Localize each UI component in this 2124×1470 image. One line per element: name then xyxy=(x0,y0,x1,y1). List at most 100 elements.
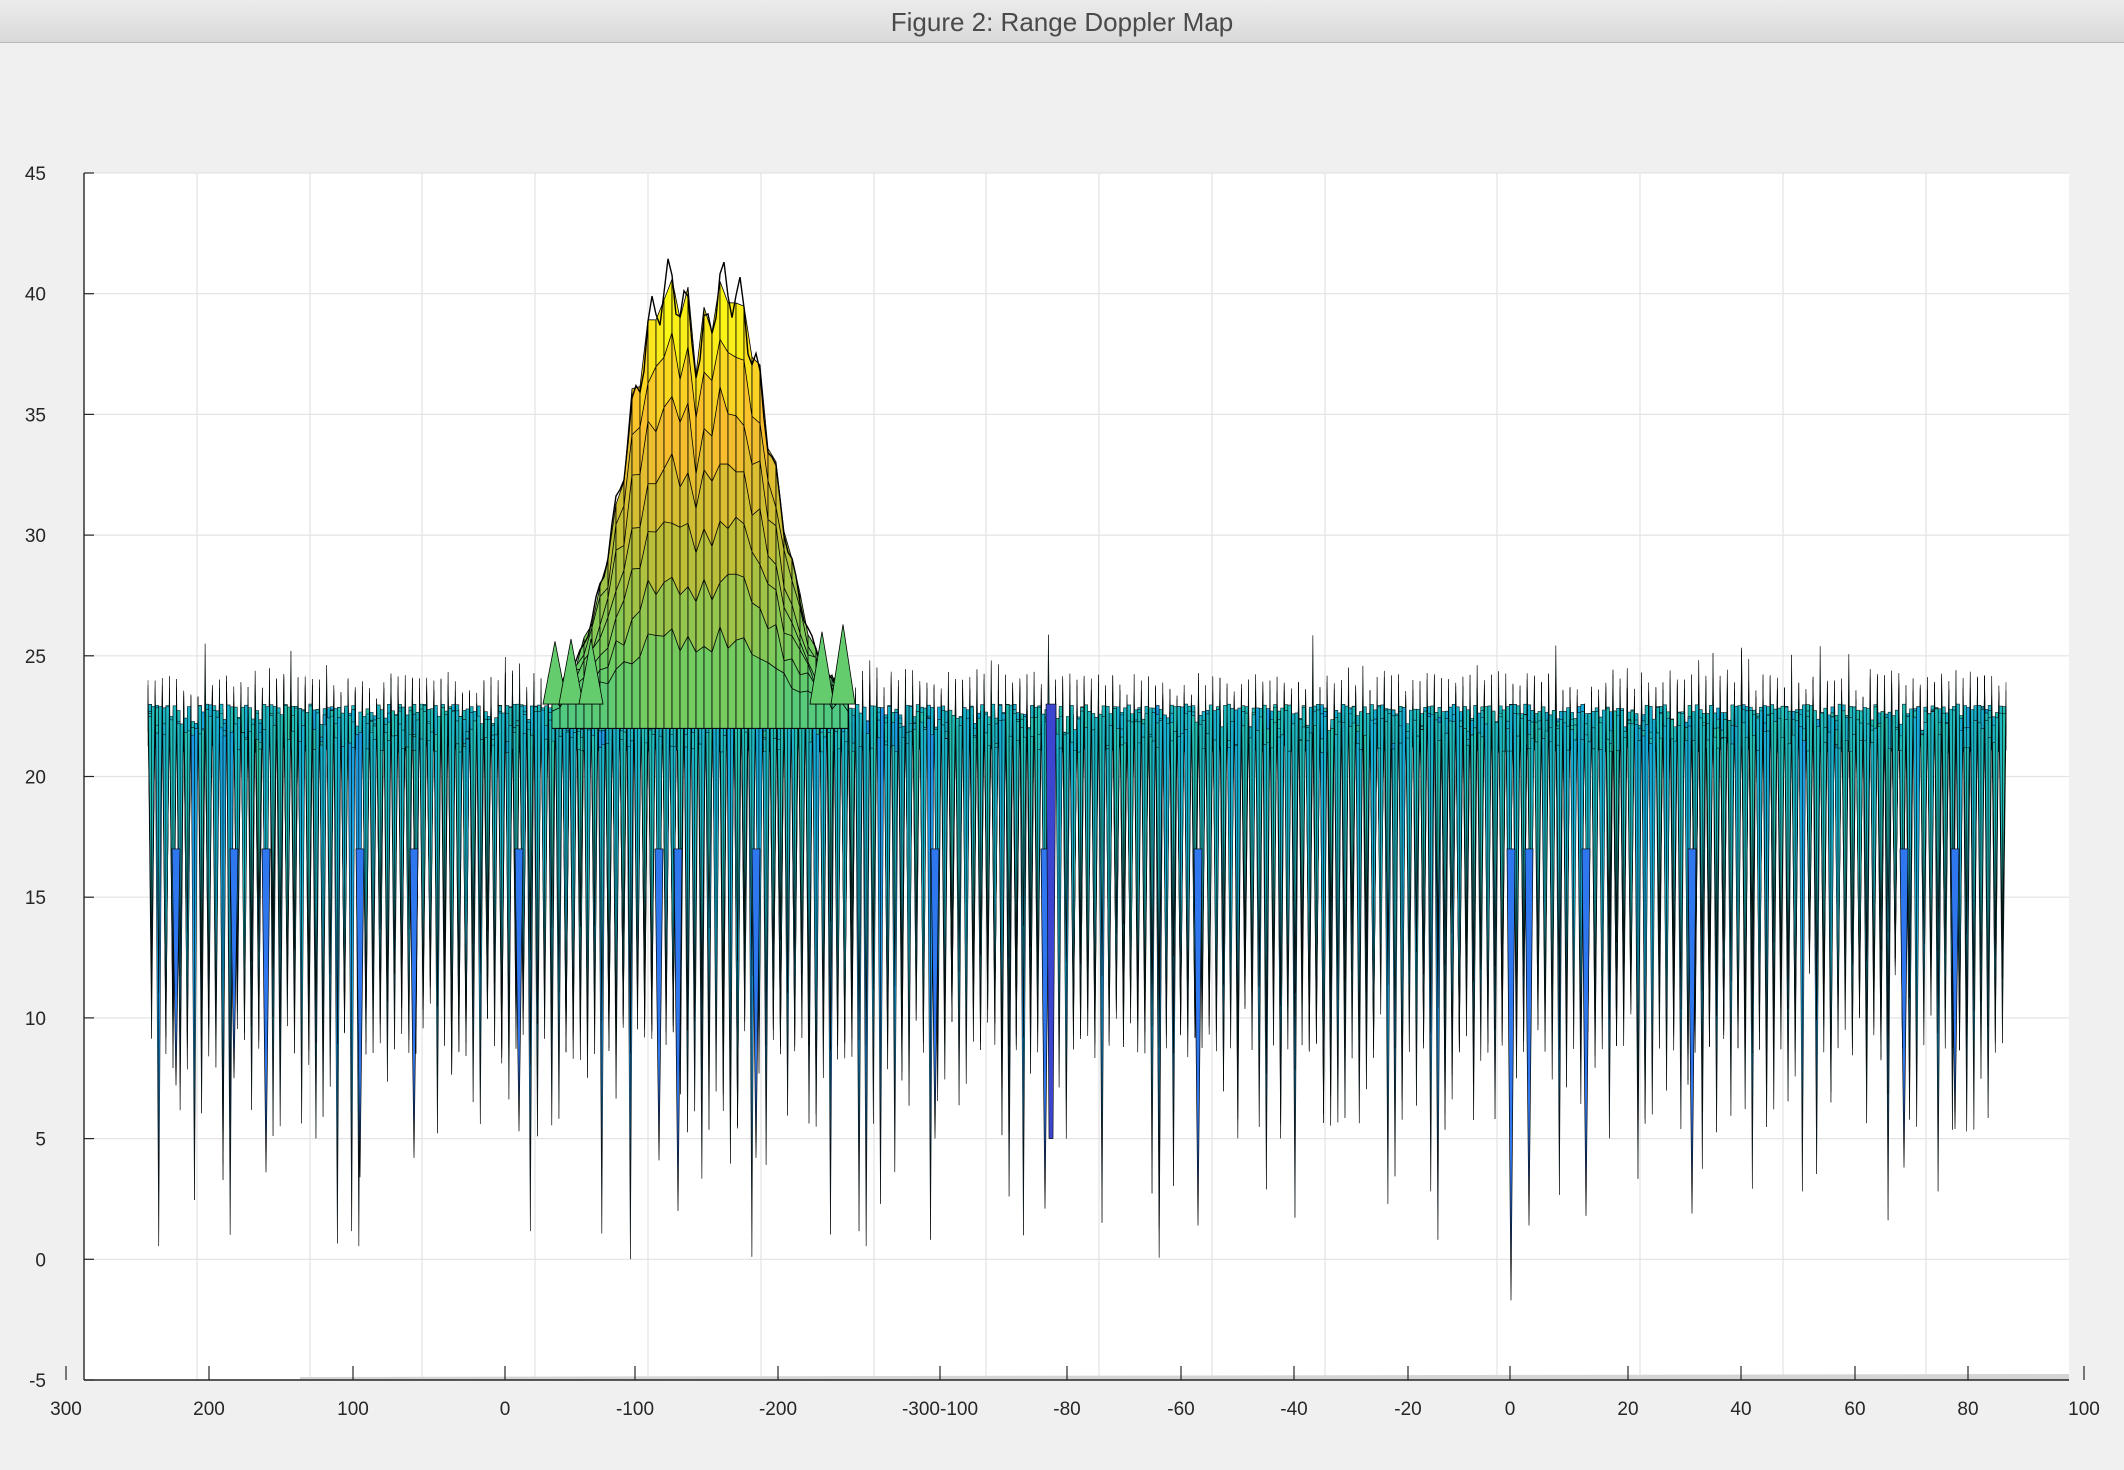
surface-streak xyxy=(1045,703,1057,1139)
z-tick-label: 35 xyxy=(25,405,46,426)
surface-facet xyxy=(1634,696,1639,1121)
surface-facet xyxy=(1934,694,1939,951)
surface-facet xyxy=(1005,674,1010,957)
surface-facet xyxy=(1798,682,1803,1192)
surface-facet xyxy=(955,695,960,972)
surface-facet xyxy=(1944,681,1950,954)
surface-facet xyxy=(651,689,656,1002)
surface-facet xyxy=(1437,698,1442,943)
surface-facet xyxy=(1969,671,1975,1011)
surface-facet xyxy=(365,692,370,1009)
surface-mesh xyxy=(147,258,2069,1380)
peak-facet xyxy=(799,690,809,729)
surface-facet xyxy=(1434,675,1439,943)
deep-spike xyxy=(409,848,419,1158)
peak-side-bump xyxy=(542,641,568,705)
surface-facet xyxy=(1669,670,1675,970)
surface-facet xyxy=(201,643,206,973)
surface-facet xyxy=(1308,635,1314,1020)
surface-facet xyxy=(1937,676,1942,951)
surface-facet xyxy=(1444,703,1449,965)
bottom-tick-labels: 300 200 100 0 -100 -200 -300-100 -80 -60 -40 -20 0 2… xyxy=(50,1399,2100,1420)
z-tick-label: 45 xyxy=(25,164,46,185)
surface-facet xyxy=(908,670,913,1106)
surface-facet xyxy=(454,681,460,994)
surface-facet xyxy=(1491,674,1496,967)
peak-facet xyxy=(735,637,745,729)
surface-facet xyxy=(808,698,813,1022)
surface-facet xyxy=(1716,675,1721,979)
deep-spike xyxy=(1506,848,1516,1301)
surface-facet xyxy=(580,679,585,926)
figure-area: -5 0 5 10 15 20 25 30 35 40 45 300 200 100 0 -100 -200-… xyxy=(0,43,2124,1470)
surface-facet xyxy=(1498,697,1503,991)
surface-base-edge xyxy=(300,1374,2069,1380)
surface-facet xyxy=(837,684,842,1046)
surface-facet xyxy=(237,694,242,972)
surface-facet xyxy=(855,694,860,1040)
surface-facet xyxy=(401,675,406,993)
surface-facet xyxy=(940,693,946,1026)
window-titlebar: Figure 2: Range Doppler Map xyxy=(0,0,2124,43)
surface-facet xyxy=(276,679,281,949)
surface-facet xyxy=(1741,674,1746,1028)
surface-facet xyxy=(1623,688,1628,965)
bottom-tick-label: 0 xyxy=(1505,1399,1516,1420)
surface-facet xyxy=(1727,669,1732,981)
peak-facet xyxy=(775,667,785,729)
surface-facet xyxy=(522,691,528,1019)
surface-facet xyxy=(1037,702,1042,982)
surface-facet xyxy=(444,672,449,959)
surface-facet xyxy=(222,675,227,1164)
surface-facet xyxy=(1012,690,1017,968)
bottom-tick-label: 100 xyxy=(2068,1399,2100,1420)
peak-facet xyxy=(759,658,769,729)
bottom-tick-label: 40 xyxy=(1730,1399,1751,1420)
deep-spike xyxy=(261,848,271,1173)
surface-facet xyxy=(962,679,967,1084)
surface-facet xyxy=(272,679,277,933)
peak-facet xyxy=(695,645,705,729)
deep-spike xyxy=(1524,848,1534,1226)
surface-facet xyxy=(958,679,963,972)
surface-facet xyxy=(898,680,903,995)
deep-spike xyxy=(930,848,940,1139)
surface-facet xyxy=(1033,671,1038,982)
bottom-tick-label: -20 xyxy=(1394,1399,1421,1420)
surface-facet xyxy=(1884,675,1889,932)
surface-facet xyxy=(1709,704,1714,956)
surface-facet xyxy=(1001,674,1006,1077)
surface-facet xyxy=(544,675,549,1018)
surface-facet xyxy=(447,672,453,1038)
surface-facet xyxy=(1201,685,1206,1018)
surface-facet xyxy=(219,705,224,1164)
window-title: Figure 2: Range Doppler Map xyxy=(890,7,1234,37)
surface-facet xyxy=(1023,684,1028,926)
peak-facet xyxy=(647,633,657,729)
surface-facet xyxy=(1494,697,1499,967)
surface-facet xyxy=(440,678,445,959)
surface-facet xyxy=(387,699,392,1002)
surface-facet xyxy=(1137,690,1142,1015)
peak-facet xyxy=(655,634,665,729)
surface-facet xyxy=(1980,675,1985,1002)
surface-facet xyxy=(1476,665,1482,970)
surface-facet xyxy=(1098,674,1103,976)
surface-facet xyxy=(1730,692,1735,981)
peak-side-bump xyxy=(578,638,604,705)
surface-facet xyxy=(1462,676,1467,957)
surface-facet xyxy=(1673,706,1678,970)
surface-facet xyxy=(1466,674,1471,957)
deep-spike xyxy=(1687,848,1697,1214)
surface-facet xyxy=(1769,675,1775,943)
surface-facet xyxy=(1698,690,1703,962)
peak-facet xyxy=(679,636,689,729)
surface-facet xyxy=(669,701,674,1026)
surface-facet xyxy=(494,694,499,983)
surface-facet xyxy=(983,684,988,962)
surface-facet xyxy=(1094,674,1099,1020)
surface-facet xyxy=(212,686,217,1038)
surface-facet xyxy=(1744,681,1750,1028)
bottom-tick-label: 20 xyxy=(1617,1399,1638,1420)
